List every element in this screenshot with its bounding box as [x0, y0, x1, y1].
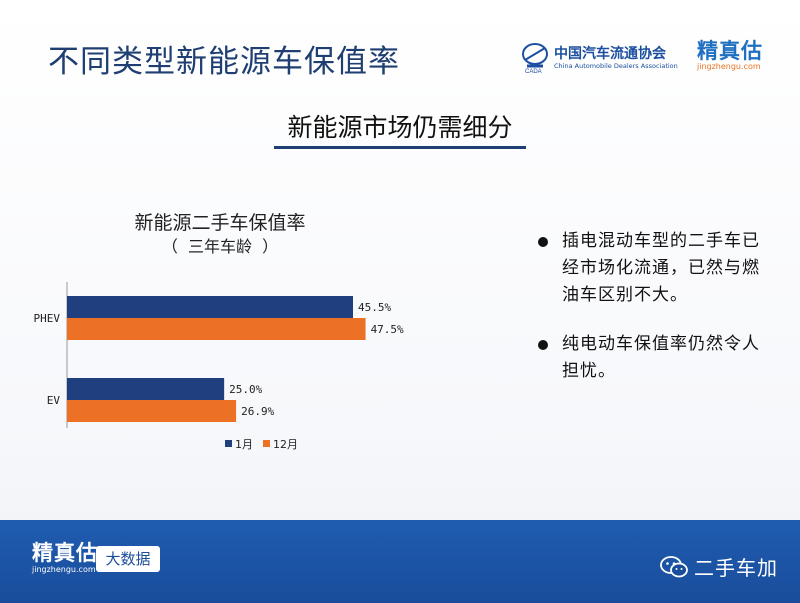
caada-logo-icon: CADA [522, 43, 548, 74]
legend-swatch [263, 440, 270, 447]
legend-label: 1月 [235, 438, 253, 451]
bar [67, 378, 225, 400]
bullet-text: 纯电动车保值率仍然令人担忧。 [562, 334, 760, 381]
footer-brand: 精真估 [32, 541, 98, 565]
subheading-underline [274, 146, 526, 149]
wechat-account[interactable]: 二手车加 [660, 552, 778, 581]
wechat-icon [660, 555, 688, 577]
wechat-account-name: 二手车加 [694, 556, 778, 580]
header: 不同类型新能源车保值率 CADA 中国汽车流通协会 China Automobi… [0, 0, 800, 95]
svg-text:CADA: CADA [525, 69, 542, 74]
caada-name: 中国汽车流通协会 [554, 46, 666, 62]
caada-logo: CADA 中国汽车流通协会 China Automobile Dealers A… [521, 40, 681, 76]
legend-swatch [225, 440, 232, 447]
category-tick-label: EV [47, 394, 61, 407]
caada-english-name: China Automobile Dealers Association [554, 62, 678, 70]
bar [67, 400, 237, 422]
bullet-item: 纯电动车保值率仍然令人担忧。 [534, 331, 774, 385]
chart-subtitle: （ 三年车龄 ） [161, 237, 279, 256]
bar [67, 318, 366, 340]
big-data-badge: 大数据 [96, 546, 160, 572]
category-tick-label: PHEV [34, 312, 61, 325]
bullet-dot-icon [538, 237, 548, 247]
bullet-text: 插电混动车型的二手车已经市场化流通，已然与燃油车区别不大。 [562, 231, 760, 305]
bullet-dot-icon [538, 340, 548, 350]
footer: 精真估 jingzhengu.com 大数据 二手车加 [0, 520, 800, 603]
bullet-list: 插电混动车型的二手车已经市场化流通，已然与燃油车区别不大。 纯电动车保值率仍然令… [534, 228, 774, 407]
chart-title: 新能源二手车保值率 [134, 212, 306, 234]
jingzhengu-url: jingzhengu.com [697, 62, 761, 71]
jingzhengu-logo: 精真估 jingzhengu.com [697, 40, 763, 72]
bullet-item: 插电混动车型的二手车已经市场化流通，已然与燃油车区别不大。 [534, 228, 774, 309]
footer-logo: 精真估 jingzhengu.com [32, 542, 98, 575]
jingzhengu-name: 精真估 [697, 39, 763, 63]
data-label: 45.5% [358, 301, 391, 314]
subheading: 新能源市场仍需细分 [287, 113, 513, 142]
data-label: 47.5% [371, 323, 404, 336]
chart-plot: PHEV 45.5% 47.5% EV 25.0% 26.9% 1月 12月 [34, 282, 404, 451]
data-label: 25.0% [229, 383, 262, 396]
page-title: 不同类型新能源车保值率 [48, 44, 400, 80]
bar [67, 296, 353, 318]
retention-chart: 新能源二手车保值率 （ 三年车龄 ） PHEV 45.5% 47.5% EV 25.0%… [20, 200, 460, 470]
legend-label: 12月 [273, 438, 298, 451]
data-label: 26.9% [241, 405, 274, 418]
footer-url: jingzhengu.com [32, 565, 96, 574]
